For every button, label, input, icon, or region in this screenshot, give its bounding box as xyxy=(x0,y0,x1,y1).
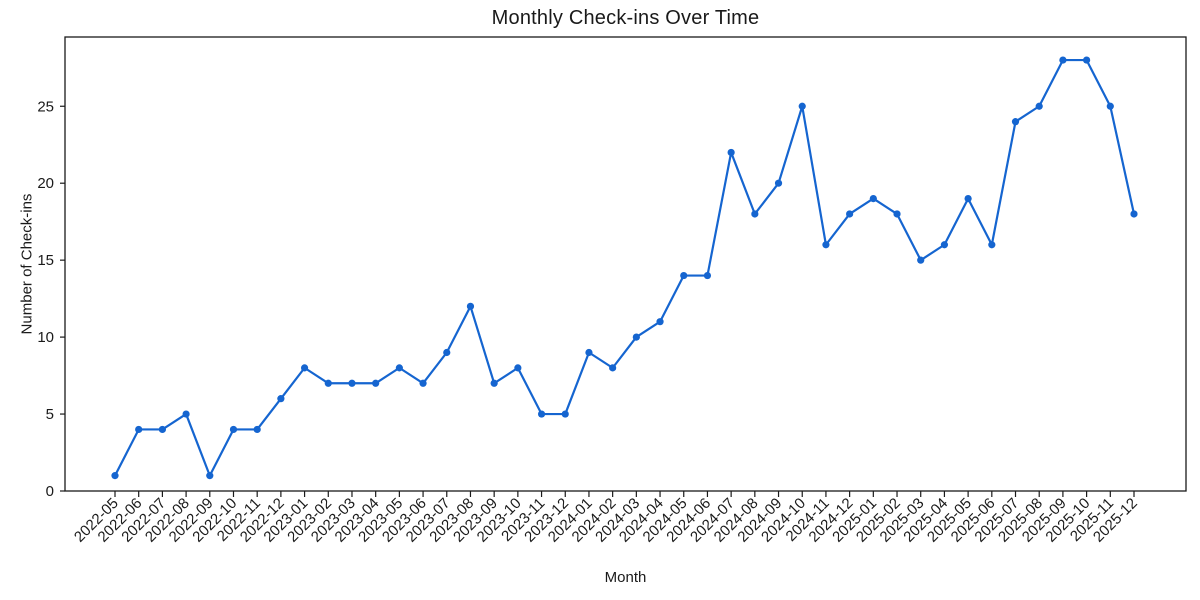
data-point-marker xyxy=(419,379,427,387)
data-point-marker xyxy=(680,271,688,280)
plot-area-border xyxy=(64,36,1187,492)
y-axis-tick-label: 20 xyxy=(37,175,54,192)
data-point-marker xyxy=(135,425,143,434)
data-point-marker xyxy=(798,102,806,110)
data-point-marker xyxy=(1083,56,1091,64)
data-point-marker xyxy=(277,395,285,403)
data-point-marker xyxy=(632,333,640,341)
data-point-marker xyxy=(988,241,996,249)
y-axis-tick-label: 25 xyxy=(37,98,54,115)
data-point-marker xyxy=(846,210,854,218)
data-point-marker xyxy=(1106,102,1114,110)
data-point-marker xyxy=(253,425,261,434)
data-point-marker xyxy=(229,425,238,434)
data-point-marker xyxy=(1011,118,1020,126)
y-axis-tick-label: 10 xyxy=(37,329,54,346)
data-point-marker xyxy=(561,410,569,418)
data-point-marker xyxy=(111,472,119,480)
data-point-marker xyxy=(158,425,166,434)
data-point-marker xyxy=(1130,210,1138,218)
data-point-marker xyxy=(822,241,830,249)
data-point-marker xyxy=(1059,56,1067,64)
data-point-marker xyxy=(703,271,712,280)
data-point-marker xyxy=(537,410,546,418)
data-point-marker xyxy=(917,256,925,264)
y-axis-label: Number of Check-ins xyxy=(18,193,36,335)
data-point-marker xyxy=(869,194,877,203)
data-point-marker xyxy=(609,364,617,372)
data-point-marker xyxy=(300,364,309,372)
data-point-marker xyxy=(514,364,522,372)
x-axis-label: Month xyxy=(604,569,647,586)
data-point-marker xyxy=(443,348,451,357)
data-point-marker xyxy=(490,379,498,387)
y-axis: 0 5 10 15 20 25 xyxy=(37,98,65,500)
chart-title: Monthly Check-ins Over Time xyxy=(491,7,760,29)
y-axis-tick-label: 0 xyxy=(46,483,54,500)
data-point-marker xyxy=(206,472,214,480)
y-axis-tick-label: 5 xyxy=(46,406,54,423)
data-point-marker xyxy=(751,210,759,218)
data-point-marker xyxy=(466,302,475,310)
data-point-marker xyxy=(656,318,664,326)
data-point-marker xyxy=(395,364,403,372)
data-point-marker xyxy=(585,348,593,357)
data-point-marker xyxy=(1035,102,1043,110)
data-point-marker xyxy=(940,241,949,249)
data-point-marker xyxy=(893,210,901,218)
y-axis-tick-label: 15 xyxy=(37,252,54,269)
data-point-marker xyxy=(182,410,190,418)
data-point-marker xyxy=(348,379,356,387)
data-point-marker xyxy=(372,379,380,387)
data-point-marker xyxy=(727,148,735,157)
data-point-marker xyxy=(324,379,332,387)
data-point-marker xyxy=(774,179,783,187)
x-axis: 2022-052022-062022-072022-082022-092022-… xyxy=(71,491,1141,546)
trend-line xyxy=(113,58,1136,477)
data-point-marker xyxy=(964,194,972,203)
